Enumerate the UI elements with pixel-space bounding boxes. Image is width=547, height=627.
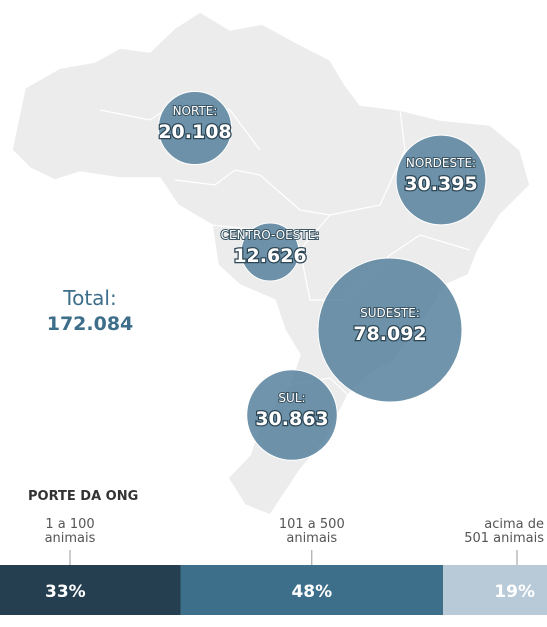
region-bubble — [395, 134, 487, 226]
bar-segment — [0, 565, 181, 615]
region-label: NORDESTE: — [406, 156, 476, 170]
segment-label: 48% — [291, 582, 332, 602]
bar-title: PORTE DA ONG — [28, 489, 138, 504]
region-value: 20.108 — [158, 121, 231, 143]
region-bubble — [240, 222, 300, 282]
category-label: 1 a 100 animais — [45, 517, 96, 546]
region-label: NORTE: — [173, 104, 218, 118]
region-value: 30.395 — [404, 173, 477, 195]
region-value: 30.863 — [255, 408, 328, 430]
region-value: 12.626 — [233, 245, 306, 267]
category-label: 101 a 500 animais — [279, 517, 345, 546]
bar-segment — [180, 565, 444, 615]
region-bubble — [317, 257, 463, 403]
category-label: acima de 501 animais — [464, 517, 544, 546]
region-label: SUDESTE: — [360, 306, 420, 320]
region-value: 78.092 — [353, 323, 426, 345]
segment-label: 19% — [494, 582, 535, 602]
region-label: SUL: — [278, 391, 305, 405]
region-label: CENTRO-OESTE: — [221, 228, 320, 242]
region-bubble — [246, 369, 338, 461]
total-label: Total: — [62, 286, 116, 310]
region-bubble — [157, 90, 233, 166]
segment-label: 33% — [45, 582, 86, 602]
total-value: 172.084 — [47, 313, 134, 335]
bar-segment — [443, 565, 547, 615]
